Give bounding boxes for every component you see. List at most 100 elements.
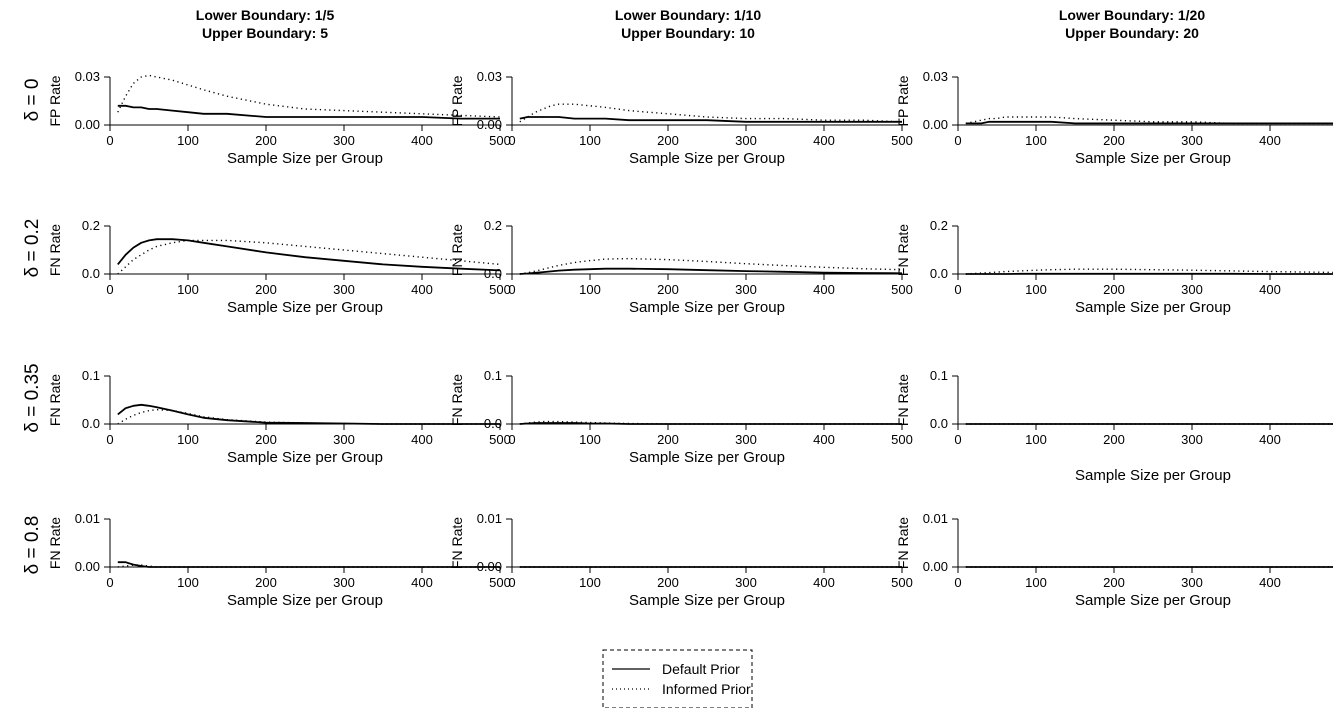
- series-default-prior: [117, 104, 500, 120]
- y-tick-label: 0.00: [477, 559, 502, 574]
- y-tick-label: 0.00: [75, 559, 100, 574]
- x-tick-label: 400: [411, 575, 433, 590]
- x-tick-label: 100: [579, 432, 601, 447]
- legend-box: [602, 649, 753, 708]
- x-tick-label: 300: [735, 133, 757, 148]
- x-tick-label: 100: [177, 432, 199, 447]
- x-tick-label: 500: [891, 282, 913, 297]
- y-tick-label: 0.0: [82, 416, 100, 431]
- x-tick-label: 400: [1259, 575, 1281, 590]
- y-axis-label: FP Rate: [449, 75, 465, 126]
- x-tick-label: 0: [954, 575, 961, 590]
- y-axis-label: FN Rate: [895, 374, 911, 426]
- y-axis-label: FN Rate: [895, 224, 911, 276]
- col-title-lower-1: Lower Boundary: 1/5: [196, 7, 335, 23]
- y-tick-label: 0.0: [82, 266, 100, 281]
- x-tick-label: 200: [657, 575, 679, 590]
- x-tick-label: 500: [891, 133, 913, 148]
- x-tick-label: 400: [813, 133, 835, 148]
- row-label-2: δ = 0.2: [22, 219, 43, 278]
- x-tick-label: 400: [1259, 432, 1281, 447]
- y-tick-label: 0.1: [484, 368, 502, 383]
- x-tick-label: 0: [508, 432, 515, 447]
- y-axis-label: FN Rate: [47, 224, 63, 276]
- x-tick-label: 100: [177, 282, 199, 297]
- y-axis-label: FN Rate: [47, 517, 63, 569]
- x-tick-label: 100: [579, 133, 601, 148]
- x-tick-label: 500: [489, 432, 511, 447]
- x-tick-label: 300: [1181, 282, 1203, 297]
- x-tick-label: 0: [954, 133, 961, 148]
- y-tick-label: 0.0: [484, 266, 502, 281]
- x-tick-label: 200: [1103, 432, 1125, 447]
- x-tick-label: 400: [813, 432, 835, 447]
- y-tick-label: 0.03: [923, 69, 948, 84]
- y-tick-label: 0.00: [923, 559, 948, 574]
- x-tick-label: 300: [333, 432, 355, 447]
- x-axis-label: Sample Size per Group: [629, 592, 785, 609]
- x-tick-label: 200: [255, 432, 277, 447]
- col-title-upper-3: Upper Boundary: 20: [1065, 25, 1199, 41]
- x-tick-label: 200: [255, 133, 277, 148]
- x-axis-label: Sample Size per Group: [1075, 592, 1231, 609]
- y-tick-label: 0.03: [477, 69, 502, 84]
- x-tick-label: 0: [106, 282, 113, 297]
- x-tick-label: 400: [813, 575, 835, 590]
- x-tick-label: 200: [1103, 575, 1125, 590]
- x-tick-label: 400: [1259, 282, 1281, 297]
- x-tick-label: 400: [411, 133, 433, 148]
- y-tick-label: 0.1: [930, 368, 948, 383]
- series-default-prior: [117, 238, 501, 272]
- x-tick-label: 200: [657, 432, 679, 447]
- y-tick-label: 0.0: [930, 266, 948, 281]
- x-tick-label: 500: [891, 575, 913, 590]
- x-tick-label: 0: [508, 575, 515, 590]
- legend: Default Prior Informed Prior: [602, 649, 753, 708]
- x-tick-label: 0: [508, 133, 515, 148]
- x-tick-label: 300: [333, 282, 355, 297]
- col-title-lower-3: Lower Boundary: 1/20: [1059, 7, 1205, 23]
- x-tick-label: 100: [579, 575, 601, 590]
- x-tick-label: 400: [1259, 133, 1281, 148]
- series-default-prior: [519, 267, 903, 275]
- panel-r1-c2: 0 100 200 300 400 500 0.00 0.03 FP Rate Sample Si…: [449, 69, 913, 167]
- y-tick-label: 0.00: [477, 117, 502, 132]
- series-informed-prior: [965, 268, 1333, 275]
- series-informed-prior: [519, 103, 903, 123]
- y-tick-label: 0.2: [930, 218, 948, 233]
- legend-label-informed: Informed Prior: [662, 681, 751, 697]
- x-tick-label: 200: [657, 133, 679, 148]
- x-tick-label: 400: [411, 282, 433, 297]
- x-tick-label: 300: [1181, 133, 1203, 148]
- x-tick-label: 200: [657, 282, 679, 297]
- x-tick-label: 300: [735, 432, 757, 447]
- y-axis-label: FN Rate: [449, 517, 465, 569]
- x-tick-label: 500: [489, 282, 511, 297]
- y-tick-label: 0.01: [923, 511, 948, 526]
- series-informed-prior: [117, 74, 501, 118]
- x-tick-label: 400: [813, 282, 835, 297]
- y-axis-label: FN Rate: [47, 374, 63, 426]
- x-axis-label: Sample Size per Group: [227, 150, 383, 167]
- row-label-1: δ = 0: [22, 79, 43, 122]
- y-axis-label: FN Rate: [449, 374, 465, 426]
- x-axis-label: Sample Size per Group: [227, 299, 383, 316]
- y-axis-label: FN Rate: [449, 224, 465, 276]
- series-default-prior: [519, 422, 902, 425]
- x-tick-label: 400: [411, 432, 433, 447]
- y-tick-label: 0.00: [923, 117, 948, 132]
- x-tick-label: 0: [508, 282, 515, 297]
- x-tick-label: 300: [1181, 575, 1203, 590]
- y-tick-label: 0.01: [75, 511, 100, 526]
- x-axis-label: Sample Size per Group: [1075, 467, 1231, 484]
- row-labels: δ = 0 δ = 0.2 δ = 0.35 δ = 0.8: [22, 79, 43, 575]
- x-axis-label: Sample Size per Group: [629, 150, 785, 167]
